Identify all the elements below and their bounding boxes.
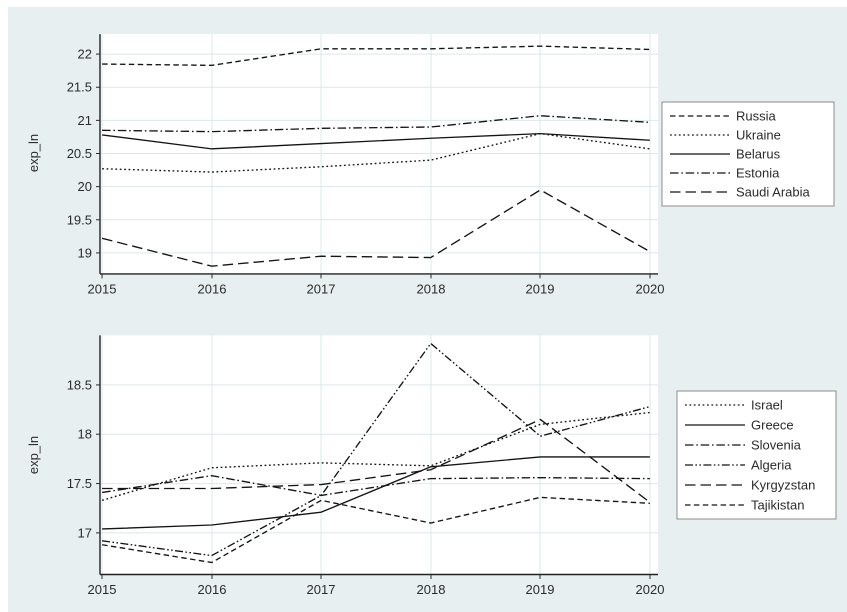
svg-text:2017: 2017 [307, 281, 336, 296]
svg-text:18.5: 18.5 [67, 377, 92, 392]
svg-text:Belarus: Belarus [736, 147, 781, 162]
svg-text:2016: 2016 [198, 582, 227, 597]
svg-text:2020: 2020 [636, 281, 665, 296]
svg-text:2019: 2019 [526, 582, 555, 597]
svg-text:2015: 2015 [88, 281, 117, 296]
svg-text:Estonia: Estonia [736, 166, 780, 181]
svg-text:19: 19 [78, 245, 92, 260]
svg-text:2018: 2018 [417, 582, 446, 597]
svg-text:20: 20 [78, 179, 92, 194]
svg-text:22: 22 [78, 47, 92, 62]
svg-text:2016: 2016 [198, 281, 227, 296]
svg-text:2018: 2018 [417, 281, 446, 296]
svg-text:20.5: 20.5 [67, 146, 92, 161]
svg-text:Kyrgyzstan: Kyrgyzstan [751, 478, 815, 493]
svg-text:2020: 2020 [636, 582, 665, 597]
svg-text:exp_ln: exp_ln [26, 134, 41, 172]
svg-text:exp_ln: exp_ln [26, 436, 41, 474]
svg-text:Greece: Greece [751, 418, 794, 433]
svg-text:Israel: Israel [751, 398, 783, 413]
svg-text:21.5: 21.5 [67, 80, 92, 95]
svg-text:Russia: Russia [736, 109, 777, 124]
svg-text:2019: 2019 [526, 281, 555, 296]
svg-text:17: 17 [78, 525, 92, 540]
svg-text:Ukraine: Ukraine [736, 128, 781, 143]
svg-text:Saudi Arabia: Saudi Arabia [736, 185, 810, 200]
svg-text:17.5: 17.5 [67, 476, 92, 491]
svg-text:2015: 2015 [88, 582, 117, 597]
svg-text:19.5: 19.5 [67, 212, 92, 227]
svg-text:Algeria: Algeria [751, 458, 792, 473]
svg-text:Slovenia: Slovenia [751, 438, 802, 453]
svg-text:18: 18 [78, 427, 92, 442]
svg-text:2017: 2017 [307, 582, 336, 597]
svg-text:Tajikistan: Tajikistan [751, 498, 804, 513]
svg-text:21: 21 [78, 113, 92, 128]
